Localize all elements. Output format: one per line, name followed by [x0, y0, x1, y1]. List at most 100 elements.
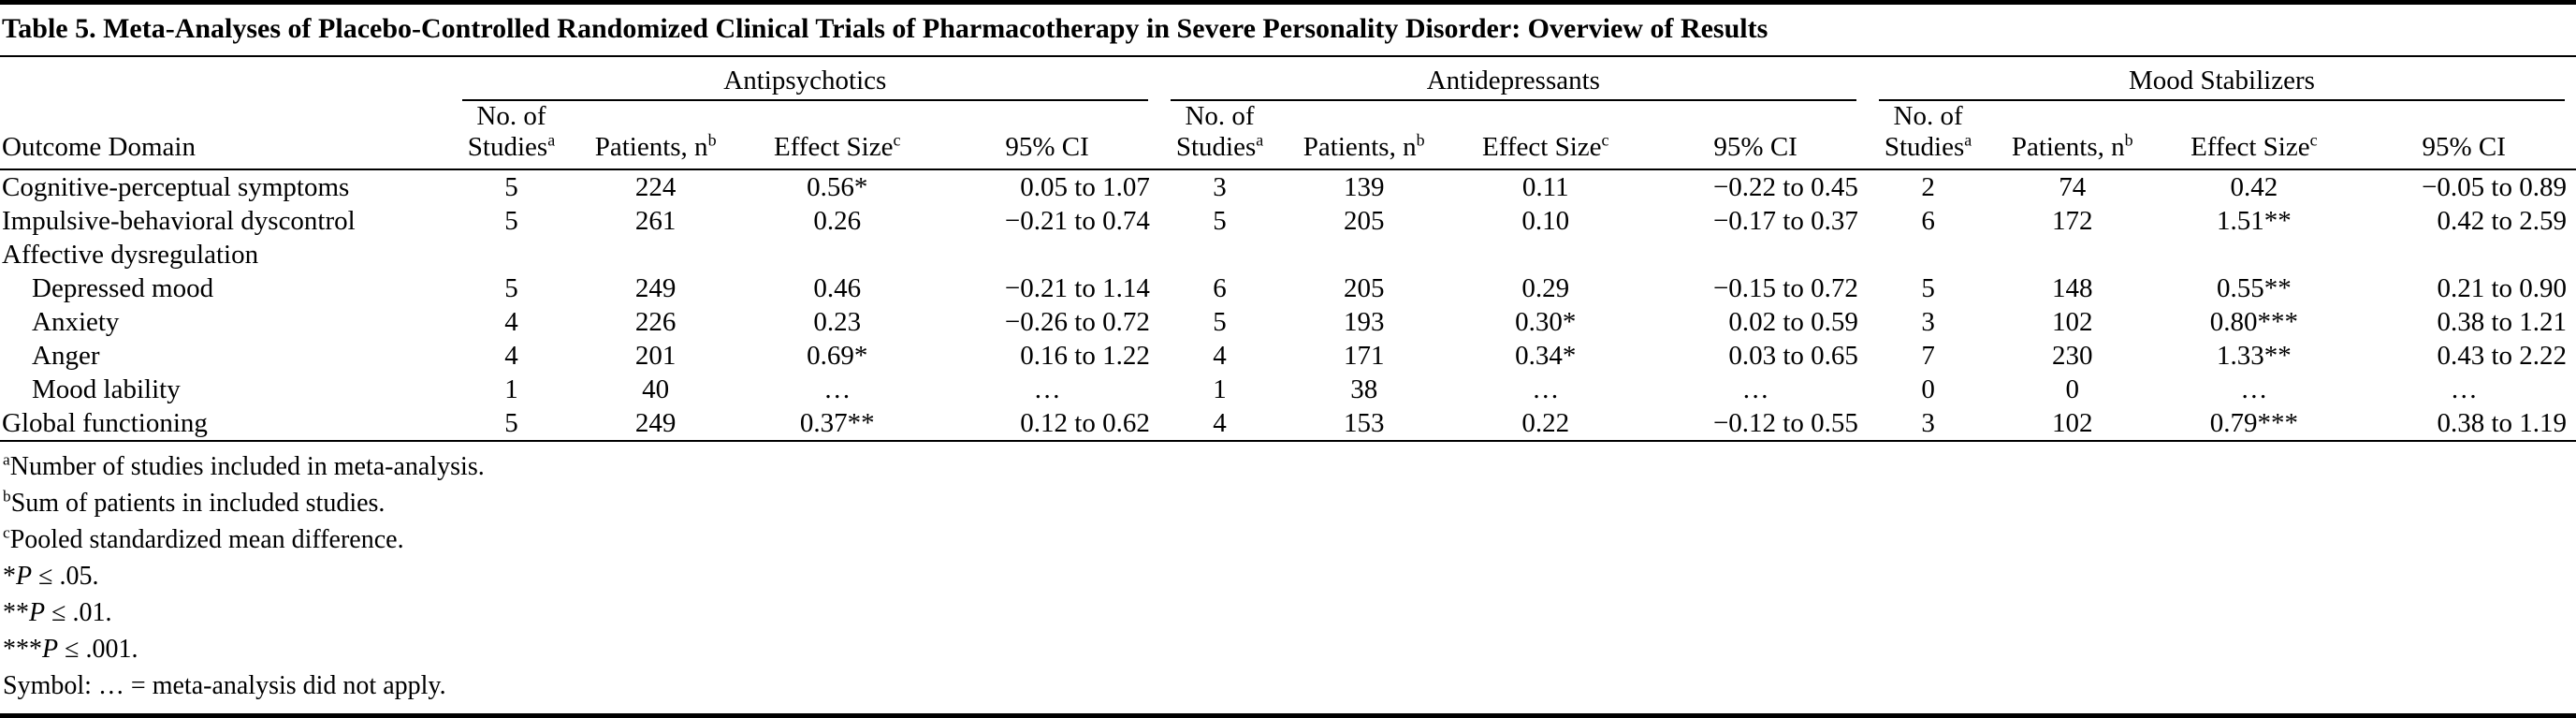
- column-header-ci: 95% CI: [2351, 101, 2576, 171]
- group-label-antipsychotics: Antipsychotics: [461, 65, 1148, 102]
- cell-effect: 0.80***: [2209, 307, 2298, 338]
- group-header-mood-stabilizers: Mood Stabilizers: [1868, 57, 2576, 102]
- cell-ci: 0.38 to 1.19: [2351, 406, 2576, 443]
- cell-ci: 0.02 to 0.59: [1728, 307, 1858, 338]
- drug-group-header-row: Outcome Domain Antipsychotics Antidepres…: [0, 56, 2576, 171]
- column-header-row: No. of Studiesa Patients, nb Effect Sizec 95…: [0, 101, 2576, 171]
- column-header-effect: Effect Sizec: [1448, 101, 1644, 171]
- column-header-effect: Effect Sizec: [2156, 101, 2352, 171]
- cell-effect: 0.34*: [1515, 341, 1577, 372]
- cell-studies: 5: [450, 406, 573, 443]
- empty-cells: [451, 238, 2576, 271]
- cell-patients: 38: [1350, 374, 1378, 405]
- column-header-ci: 95% CI: [935, 101, 1159, 171]
- cell-patients: 230: [2051, 341, 2093, 372]
- cell-studies: 3: [1921, 307, 1935, 338]
- cell-effect: 0.46: [813, 273, 862, 304]
- cell-effect: 0.11: [1521, 172, 1569, 203]
- cell-patients: 226: [634, 307, 677, 338]
- cell-ci: −0.26 to 0.72: [1004, 307, 1150, 338]
- group-header-antidepressants: Antidepressants: [1159, 57, 1868, 102]
- cell-effect: 0.56*: [807, 172, 868, 203]
- table-row: Depressed mood 5 249 0.46 −0.21 to 1.14 6 205 0…: [0, 271, 2576, 305]
- cell-patients: 261: [634, 206, 677, 237]
- cell-studies: 5: [1213, 206, 1227, 237]
- cell-patients: 201: [634, 341, 677, 372]
- cell-effect: 0.79***: [2156, 406, 2352, 443]
- cell-studies: 4: [1158, 406, 1281, 443]
- cell-ci: 0.12 to 0.62: [935, 406, 1159, 443]
- cell-studies: 3: [1867, 406, 1989, 443]
- cell-studies: 6: [1921, 206, 1935, 237]
- cell-patients: 139: [1343, 172, 1385, 203]
- cell-ci: 0.42 to 2.59: [2437, 206, 2567, 237]
- column-header-patients: Patients, nb: [1280, 101, 1448, 171]
- column-header-effect: Effect Sizec: [739, 101, 936, 171]
- table-row: Anxiety 4 226 0.23 −0.26 to 0.72 5 193 0.30* 0.0…: [0, 305, 2576, 339]
- cell-patients: 224: [634, 172, 677, 203]
- column-header-ci: 95% CI: [1643, 101, 1868, 171]
- cell-effect: 1.51**: [2216, 206, 2292, 237]
- footnote: ***P ≤ .001.: [3, 635, 138, 665]
- cell-studies: 5: [504, 172, 518, 203]
- cell-effect: 0.22: [1448, 406, 1644, 443]
- outcome-domain-label: Affective dysregulation: [2, 240, 259, 271]
- column-header-studies: No. of Studiesa: [1158, 101, 1281, 171]
- cell-patients: 153: [1280, 406, 1448, 443]
- table-header: Outcome Domain Antipsychotics Antidepres…: [0, 56, 2576, 171]
- cell-studies: 5: [1921, 273, 1935, 304]
- cell-effect: 0.42: [2230, 172, 2278, 203]
- outcome-domain-label: Depressed mood: [32, 273, 214, 304]
- column-header-patients: Patients, nb: [1988, 101, 2157, 171]
- cell-studies: 5: [504, 273, 518, 304]
- outcome-domain-label: Anxiety: [32, 307, 120, 338]
- cell-patients: 40: [642, 374, 670, 405]
- column-header-studies: No. of Studiesa: [1867, 101, 1989, 171]
- outcome-domain-label: Global functioning: [0, 406, 451, 443]
- table-title: Table 5. Meta-Analyses of Placebo-Contro…: [0, 5, 2576, 57]
- cell-effect: 0.55**: [2216, 273, 2292, 304]
- footnote: *P ≤ .05.: [3, 562, 99, 592]
- cell-effect: 0.23: [813, 307, 862, 338]
- outcome-domain-header: Outcome Domain: [0, 56, 451, 171]
- table-row: Anger 4 201 0.69* 0.16 to 1.22 4 171 0.34* 0.03 …: [0, 339, 2576, 373]
- cell-ci: 0.38 to 1.21: [2437, 307, 2567, 338]
- cell-ci: −0.21 to 1.14: [1004, 273, 1150, 304]
- cell-ci: −0.12 to 0.55: [1643, 406, 1868, 443]
- footnote: aNumber of studies included in meta-anal…: [3, 450, 485, 482]
- cell-ci: −0.15 to 0.72: [1712, 273, 1858, 304]
- cell-studies: 4: [1213, 341, 1227, 372]
- cell-patients: 102: [1988, 406, 2157, 443]
- cell-ci: 0.16 to 1.22: [1020, 341, 1150, 372]
- cell-patients: 171: [1343, 341, 1385, 372]
- outcome-domain-label: Impulsive-behavioral dyscontrol: [2, 206, 356, 237]
- table-body: Cognitive-perceptual symptoms 5 224 0.56* 0.…: [0, 169, 2576, 443]
- cell-patients: 249: [634, 273, 677, 304]
- cell-ci: 0.21 to 0.90: [2437, 273, 2567, 304]
- cell-ci: −0.21 to 0.74: [1004, 206, 1150, 237]
- footnote: Symbol: … = meta-analysis did not apply.: [3, 671, 446, 701]
- cell-patients: 205: [1343, 273, 1385, 304]
- cell-effect: 0.29: [1521, 273, 1570, 304]
- cell-effect: …: [1532, 374, 1560, 405]
- cell-effect: 0.26: [813, 206, 862, 237]
- cell-studies: 0: [1921, 374, 1935, 405]
- group-label-mood-stabilizers: Mood Stabilizers: [1878, 65, 2565, 102]
- cell-effect: 0.37**: [739, 406, 936, 443]
- column-header-patients: Patients, nb: [572, 101, 740, 171]
- cell-patients: 172: [2051, 206, 2093, 237]
- cell-studies: 5: [504, 206, 518, 237]
- column-header-studies: No. of Studiesa: [450, 101, 573, 171]
- cell-ci: 0.03 to 0.65: [1728, 341, 1858, 372]
- cell-studies: 4: [504, 341, 518, 372]
- group-label-antidepressants: Antidepressants: [1170, 65, 1856, 102]
- cell-studies: 2: [1921, 172, 1935, 203]
- cell-effect: …: [2240, 374, 2268, 405]
- outcome-domain-label: Mood lability: [32, 374, 181, 405]
- table-row: Global functioning 5 249 0.37** 0.12 to 0.62…: [0, 406, 2576, 443]
- cell-effect: 1.33**: [2216, 341, 2292, 372]
- table-footnotes: aNumber of studies included in meta-anal…: [0, 442, 2576, 713]
- footnote: bSum of patients in included studies.: [3, 487, 386, 519]
- cell-effect: 0.30*: [1515, 307, 1577, 338]
